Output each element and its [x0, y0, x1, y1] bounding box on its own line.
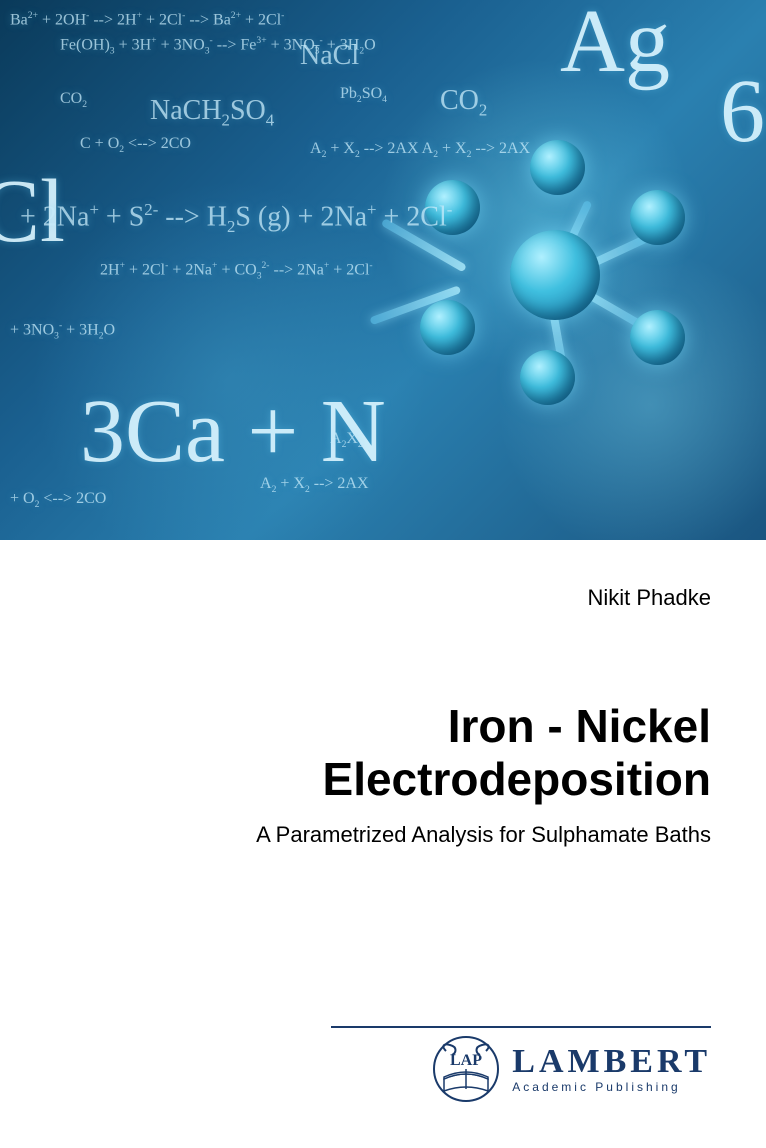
title-line-2: Electrodeposition: [323, 753, 711, 805]
book-subtitle: A Parametrized Analysis for Sulphamate B…: [256, 822, 711, 848]
hero-chemistry-image: Cl3Ca + NAg6NaClBa2+ + 2OH- --> 2H+ + 2C…: [0, 0, 766, 540]
atom: [630, 310, 685, 365]
publisher-block: LAP LAMBERT Academic Publishing: [432, 1035, 711, 1103]
book-title: Iron - Nickel Electrodeposition: [323, 700, 711, 806]
chemistry-formula: Ag: [560, 0, 670, 93]
chemistry-formula: Ba2+ + 2OH- --> 2H+ + 2Cl- --> Ba2+ + 2C…: [10, 10, 284, 29]
publisher-subline: Academic Publishing: [512, 1081, 711, 1093]
chemistry-formula: CO2: [440, 85, 487, 121]
chemistry-formula: + O2 <--> 2CO: [10, 490, 106, 510]
chemistry-formula: + 2Na+ + S2- --> H2S (g) + 2Na+ + 2Cl-: [20, 200, 452, 237]
chemistry-formula: Fe(OH)3 + 3H+ + 3NO3- --> Fe3+ + 3NO3- +…: [60, 35, 376, 57]
chemistry-formula: 6: [720, 60, 765, 163]
atom: [520, 350, 575, 405]
atom: [530, 140, 585, 195]
chemistry-formula: NaCH2SO4: [150, 95, 274, 131]
book-cover: Cl3Ca + NAg6NaClBa2+ + 2OH- --> 2H+ + 2C…: [0, 0, 766, 1148]
chemistry-formula: CO2: [60, 90, 87, 110]
publisher-logo-icon: LAP: [432, 1035, 500, 1103]
chemistry-formula: A2 + X2 --> 2AX A2 + X2 --> 2AX: [310, 140, 530, 160]
chemistry-formula: 2H+ + 2Cl- + 2Na+ + CO32- --> 2Na+ + 2Cl…: [100, 260, 373, 282]
publisher-name: LAMBERT: [512, 1045, 711, 1079]
cover-text-panel: Nikit Phadke Iron - Nickel Electrodeposi…: [0, 540, 766, 1148]
chemistry-formula: Pb2SO4: [340, 85, 387, 105]
publisher-divider: [331, 1026, 711, 1028]
author-name: Nikit Phadke: [587, 585, 711, 611]
atom: [420, 300, 475, 355]
atom: [630, 190, 685, 245]
molecule-graphic: [420, 140, 680, 400]
chemistry-formula: A2X2: [330, 430, 363, 450]
chemistry-formula: A2 + X2 --> 2AX: [260, 475, 369, 495]
publisher-text: LAMBERT Academic Publishing: [512, 1045, 711, 1093]
title-line-1: Iron - Nickel: [448, 700, 711, 752]
chemistry-formula: + 3NO3- + 3H2O: [10, 320, 115, 342]
chemistry-formula: C + O2 <--> 2CO: [80, 135, 191, 155]
publisher-badge-text: LAP: [450, 1052, 482, 1069]
atom-center: [510, 230, 600, 320]
